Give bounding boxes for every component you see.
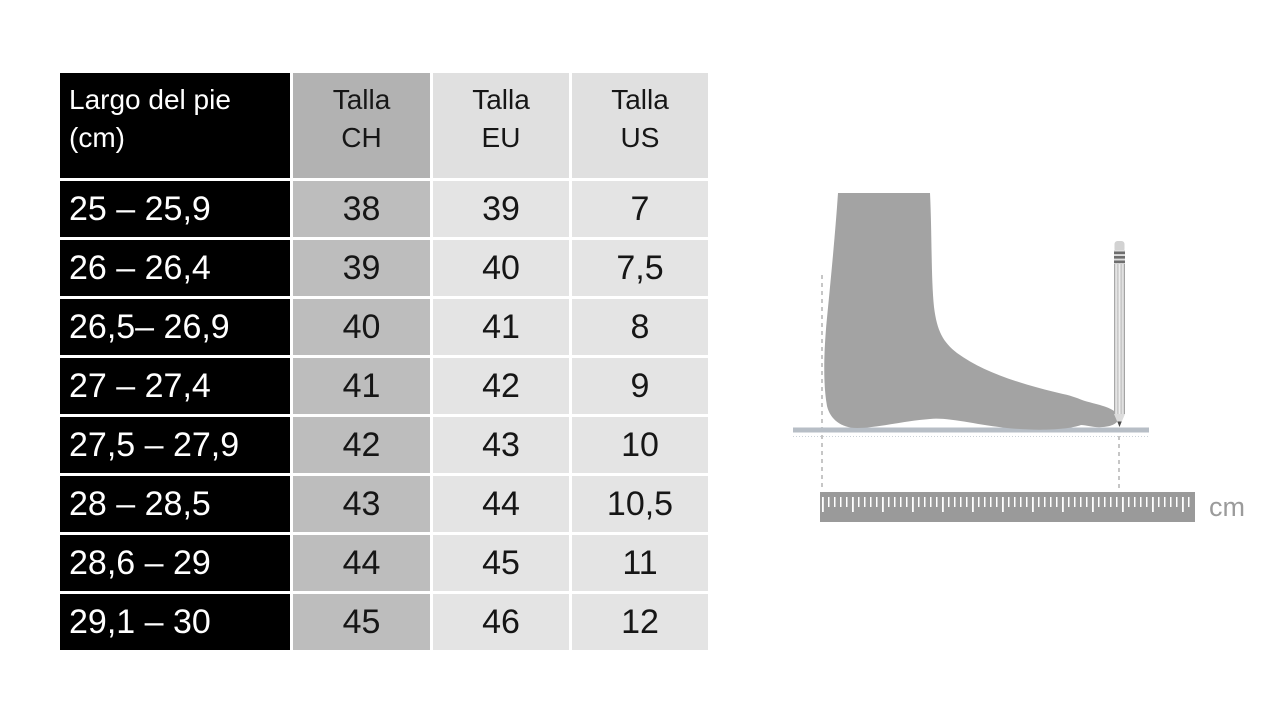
cell-talla-eu: 41 [430, 296, 572, 358]
table-row: 29,1 – 30 45 46 12 [57, 591, 711, 653]
cell-talla-eu: 46 [430, 591, 572, 653]
foot-silhouette [824, 193, 1119, 430]
cell-talla-eu: 42 [430, 355, 572, 417]
table-row: 28,6 – 29 44 45 11 [57, 532, 711, 594]
cell-talla-us: 7,5 [569, 237, 711, 299]
cell-foot-range: 28,6 – 29 [57, 532, 293, 594]
cell-talla-us: 12 [569, 591, 711, 653]
table-row: 25 – 25,9 38 39 7 [57, 178, 711, 240]
header-talla-us-line1: Talla [611, 84, 669, 115]
header-talla-eu: Talla EU [430, 70, 572, 181]
header-talla-ch-line1: Talla [332, 84, 391, 115]
cell-foot-range: 28 – 28,5 [57, 473, 293, 535]
cell-talla-ch: 42 [290, 414, 433, 476]
table-row: 27 – 27,4 41 42 9 [57, 355, 711, 417]
cell-talla-us: 10 [569, 414, 711, 476]
cell-talla-ch: 45 [290, 591, 433, 653]
cell-talla-ch: 40 [290, 296, 433, 358]
cell-talla-eu: 40 [430, 237, 572, 299]
cell-foot-range: 26 – 26,4 [57, 237, 293, 299]
floor-line [793, 427, 1149, 433]
cell-talla-ch: 38 [290, 178, 433, 240]
cell-talla-us: 9 [569, 355, 711, 417]
cell-foot-range: 27 – 27,4 [57, 355, 293, 417]
cell-talla-eu: 44 [430, 473, 572, 535]
cell-foot-range: 25 – 25,9 [57, 178, 293, 240]
foot-measurement-illustration: cm [793, 193, 1245, 522]
table-header-row: Largo del pie (cm) Talla CH Talla EU Tal… [57, 70, 711, 181]
header-talla-ch: Talla CH [290, 70, 433, 181]
unit-label: cm [1209, 492, 1245, 522]
cell-foot-range: 27,5 – 27,9 [57, 414, 293, 476]
cell-talla-us: 11 [569, 532, 711, 594]
table-row: 26 – 26,4 39 40 7,5 [57, 237, 711, 299]
table-row: 26,5– 26,9 40 41 8 [57, 296, 711, 358]
table-row: 27,5 – 27,9 42 43 10 [57, 414, 711, 476]
cell-talla-us: 10,5 [569, 473, 711, 535]
cell-talla-ch: 43 [290, 473, 433, 535]
cell-talla-ch: 44 [290, 532, 433, 594]
cell-talla-eu: 43 [430, 414, 572, 476]
pencil-icon [1114, 241, 1125, 427]
cell-talla-us: 7 [569, 178, 711, 240]
header-talla-us: Talla US [569, 70, 711, 181]
cell-talla-eu: 39 [430, 178, 572, 240]
header-talla-ch-line2: CH [341, 122, 382, 153]
header-foot-length: Largo del pie (cm) [57, 70, 293, 181]
cell-talla-ch: 39 [290, 237, 433, 299]
cell-talla-eu: 45 [430, 532, 572, 594]
cell-talla-us: 8 [569, 296, 711, 358]
header-foot-length-line1: Largo del pie [69, 84, 231, 115]
shoe-size-conversion-table: Largo del pie (cm) Talla CH Talla EU Tal… [57, 70, 711, 653]
header-talla-eu-line2: EU [481, 122, 521, 153]
cell-foot-range: 26,5– 26,9 [57, 296, 293, 358]
cell-talla-ch: 41 [290, 355, 433, 417]
header-talla-eu-line1: Talla [472, 84, 530, 115]
header-foot-length-line2: (cm) [69, 122, 125, 153]
ruler-icon [820, 492, 1195, 522]
cell-foot-range: 29,1 – 30 [57, 591, 293, 653]
header-talla-us-line2: US [620, 122, 660, 153]
table-row: 28 – 28,5 43 44 10,5 [57, 473, 711, 535]
